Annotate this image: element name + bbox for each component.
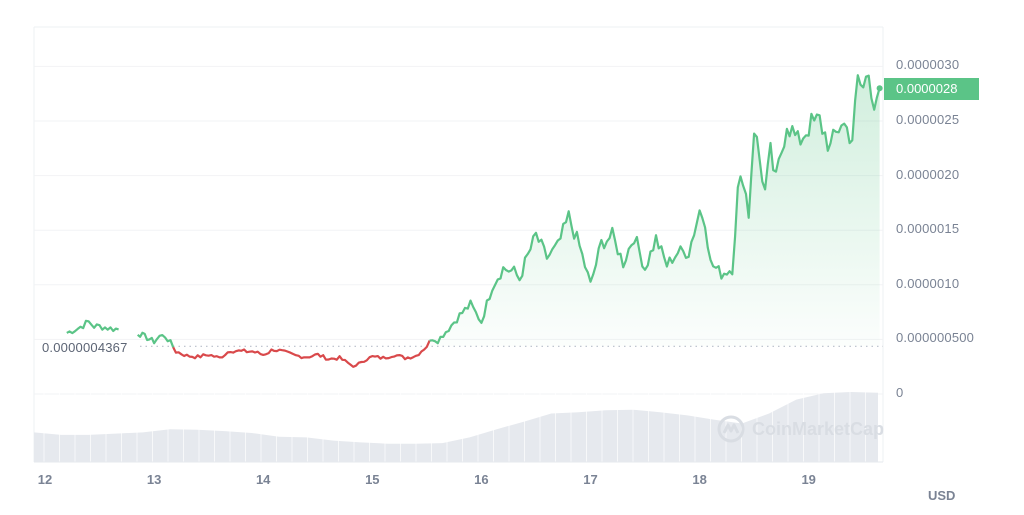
y-tick-label: 0.0000010 — [896, 275, 960, 291]
y-tick-label: 0.0000030 — [896, 57, 960, 73]
baseline-price-label: 0.0000004367 — [40, 340, 130, 355]
watermark: CoinMarketCap — [716, 414, 884, 444]
currency-label: USD — [928, 488, 956, 503]
x-tick-label: 18 — [692, 472, 707, 487]
current-price-dot — [876, 85, 883, 92]
price-line — [66, 74, 881, 368]
y-tick-label: 0.0000015 — [896, 221, 960, 237]
x-tick-label: 13 — [146, 472, 162, 487]
coinmarketcap-logo-icon — [717, 415, 745, 443]
x-tick-label: 16 — [474, 472, 489, 487]
y-tick-label: 0.0000020 — [896, 166, 960, 182]
x-tick-label: 19 — [801, 472, 816, 487]
y-tick-label: 0.0000025 — [896, 112, 960, 127]
current-price-badge: 0.0000028 — [884, 78, 979, 100]
x-tick-label: 14 — [255, 472, 271, 487]
y-tick-label: 0.000000500 — [896, 330, 975, 346]
price-area-fill — [426, 75, 880, 347]
x-tick-label: 12 — [37, 472, 53, 487]
y-tick-label: 0 — [896, 385, 904, 400]
chart-frame — [33, 26, 884, 462]
x-tick-label: 17 — [583, 472, 598, 487]
volume-bars — [34, 380, 883, 463]
watermark-text: CoinMarketCap — [752, 418, 885, 439]
x-tick-label: 15 — [365, 472, 380, 487]
